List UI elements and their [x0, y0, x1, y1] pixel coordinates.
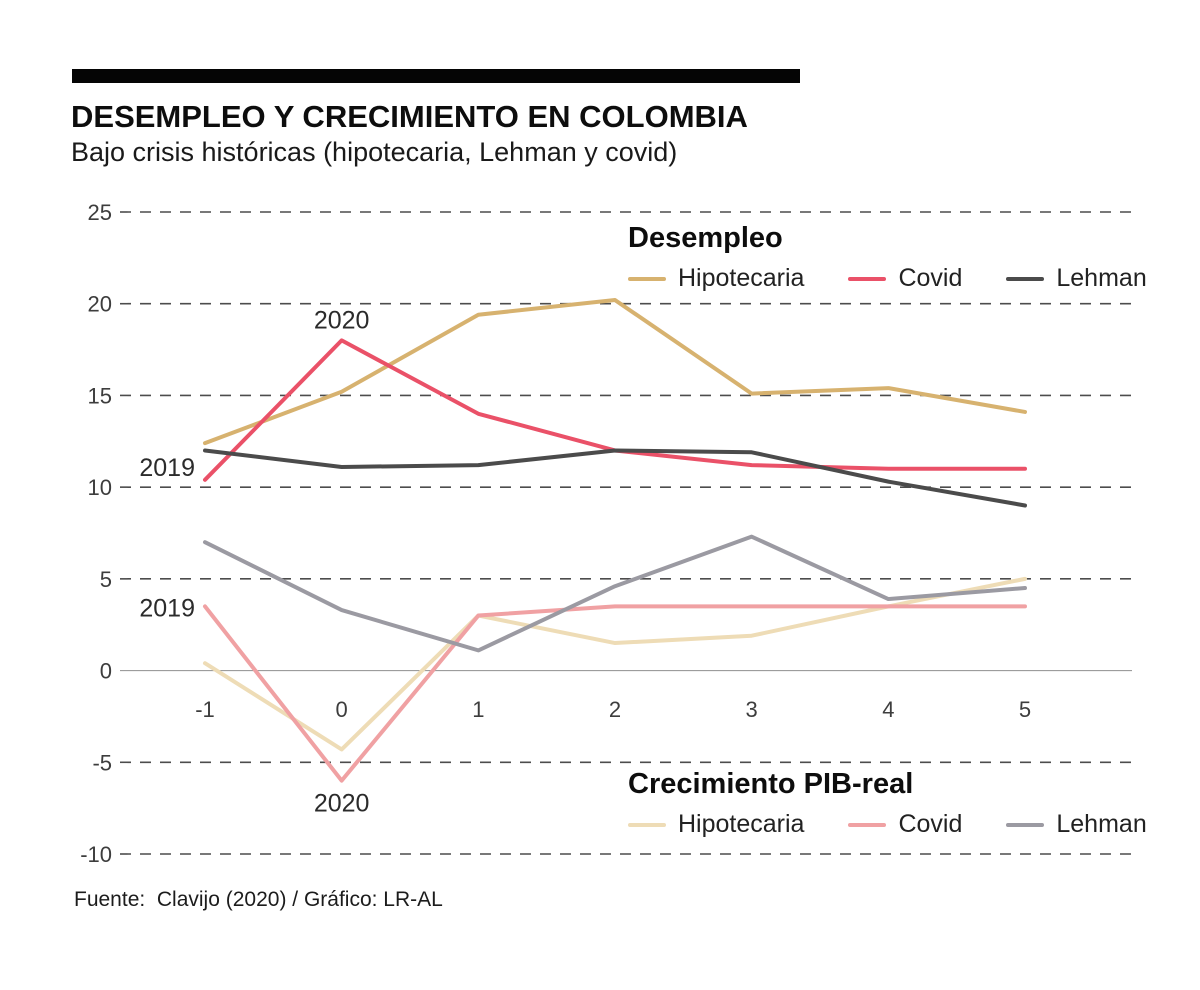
line-swatch-icon	[628, 276, 666, 281]
y-tick-label: 10	[88, 475, 112, 500]
legend-item-crecimiento-hipotecaria: Hipotecaria	[628, 810, 804, 839]
y-tick-label: 25	[88, 200, 112, 225]
legend-desempleo-title: Desempleo	[628, 222, 783, 254]
line-swatch-icon	[1006, 276, 1045, 281]
annotation-2020: 2020	[314, 790, 370, 818]
x-tick-label: 2	[609, 697, 621, 722]
legend-item-desempleo-hipotecaria: Hipotecaria	[628, 264, 804, 293]
y-tick-label: 0	[100, 659, 112, 684]
legend-label: Lehman	[1056, 264, 1147, 292]
legend-item-desempleo-lehman: Lehman	[1006, 264, 1147, 293]
legend-desempleo: Desempleo Hipotecaria Covid Lehman	[628, 222, 1147, 293]
annotation-2019: 2019	[139, 454, 195, 482]
line-swatch-icon	[848, 822, 887, 827]
x-tick-label: 5	[1019, 697, 1031, 722]
line-swatch-icon	[1006, 822, 1045, 827]
y-tick-label: -5	[92, 750, 112, 775]
legend-item-crecimiento-covid: Covid	[848, 810, 962, 839]
legend-crecimiento: Crecimiento PIB-real Hipotecaria Covid L…	[628, 768, 1147, 839]
x-tick-label: 0	[336, 697, 348, 722]
annotation-2019: 2019	[139, 594, 195, 622]
legend-crecimiento-title: Crecimiento PIB-real	[628, 768, 914, 800]
series-line-desempleo-lehman	[203, 448, 1027, 508]
series-line-desempleo-covid	[203, 338, 1027, 482]
legend-item-crecimiento-lehman: Lehman	[1006, 810, 1147, 839]
page-subtitle: Bajo crisis históricas (hipotecaria, Leh…	[71, 137, 678, 167]
x-tick-label: 1	[472, 697, 484, 722]
y-tick-label: -10	[80, 842, 112, 867]
source-credit: Fuente: Clavijo (2020) / Gráfico: LR-AL	[74, 888, 443, 911]
legend-label: Covid	[898, 810, 963, 838]
legend-desempleo-items: Hipotecaria Covid Lehman	[628, 264, 1147, 293]
legend-label: Lehman	[1056, 810, 1147, 838]
series-line-crecimiento-pib-real-lehman	[203, 534, 1027, 653]
y-tick-label: 5	[100, 567, 112, 592]
x-tick-label: 3	[746, 697, 758, 722]
legend-crecimiento-items: Hipotecaria Covid Lehman	[628, 810, 1147, 839]
x-tick-label: -1	[195, 697, 215, 722]
legend-label: Covid	[898, 264, 963, 292]
legend-label: Hipotecaria	[678, 264, 805, 292]
page-title: DESEMPLEO Y CRECIMIENTO EN COLOMBIA	[71, 99, 748, 134]
y-tick-label: 15	[88, 383, 112, 408]
line-swatch-icon	[628, 822, 666, 827]
header-accent-bar	[72, 69, 800, 83]
x-tick-label: 4	[882, 697, 894, 722]
series-line-crecimiento-pib-real-covid	[203, 604, 1027, 783]
annotation-2020: 2020	[314, 306, 370, 334]
series-line-desempleo-hipotecaria	[203, 298, 1027, 446]
line-swatch-icon	[848, 276, 887, 281]
legend-item-desempleo-covid: Covid	[848, 264, 962, 293]
legend-label: Hipotecaria	[678, 810, 805, 838]
y-tick-label: 20	[88, 292, 112, 317]
